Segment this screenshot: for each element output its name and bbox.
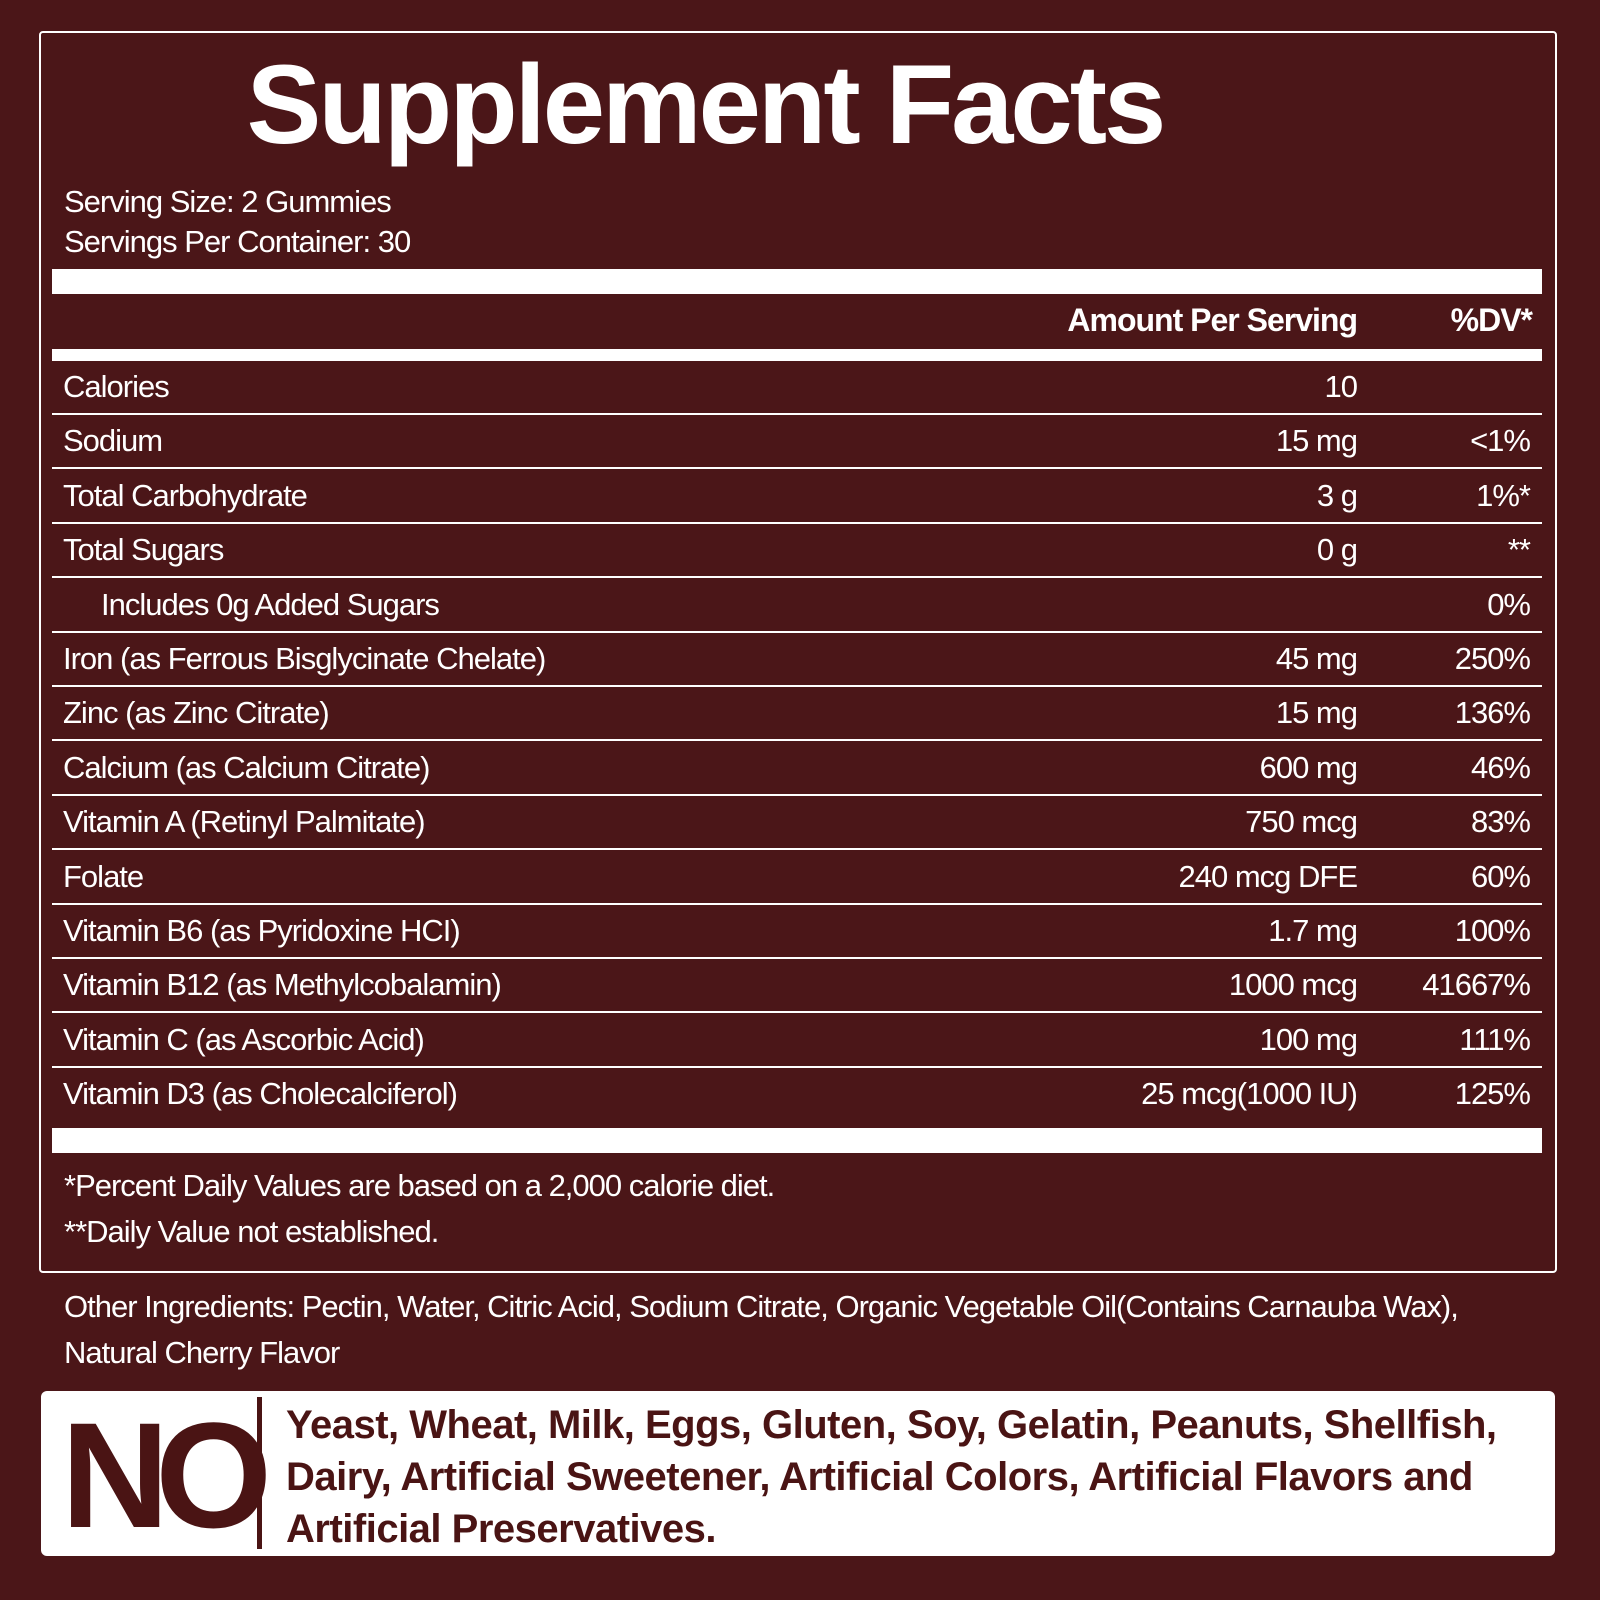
- facts-frame: [39, 31, 1557, 1273]
- nutrient-name: Iron (as Ferrous Bisglycinate Chelate): [63, 641, 546, 676]
- footnote: **Daily Value not established.: [64, 1214, 439, 1249]
- daily-value: 0%: [1487, 586, 1531, 622]
- no-label: NO: [61, 1391, 272, 1559]
- nutrient-row: Iron (as Ferrous Bisglycinate Chelate) 45…: [52, 633, 1542, 687]
- daily-value: 83%: [1470, 804, 1531, 840]
- amount: 100 mg: [1259, 1021, 1358, 1057]
- amount: 10: [1324, 369, 1358, 404]
- nutrient-row: Vitamin A (Retinyl Palmitate) 750 mcg 83%: [52, 796, 1542, 851]
- nutrient-row: Vitamin D3 (as Cholecalciferol) 25 mcg(10…: [52, 1068, 1542, 1122]
- other-ingredients: Other Ingredients: Pectin, Water, Citric…: [64, 1289, 1459, 1370]
- nutrient-name: Vitamin C (as Ascorbic Acid): [63, 1021, 425, 1057]
- amount: 0 g: [1316, 532, 1358, 568]
- daily-value: **: [1507, 532, 1531, 568]
- nutrient-name: Vitamin A (Retinyl Palmitate): [63, 804, 426, 840]
- divider-bar: [52, 1128, 1542, 1153]
- amount: 15 mg: [1275, 423, 1358, 459]
- nutrient-row: Vitamin B12 (as Methylcobalamin) 1000 mcg…: [52, 959, 1542, 1014]
- nutrient-name: Includes 0g Added Sugars: [101, 586, 440, 622]
- nutrient-name: Sodium: [63, 423, 163, 459]
- nutrient-name: Zinc (as Zinc Citrate): [63, 695, 330, 731]
- nutrient-row: Calcium (as Calcium Citrate) 600 mg 46%: [52, 742, 1542, 796]
- amount: 3 g: [1316, 477, 1358, 513]
- nutrient-row: Total Sugars 0 g **: [52, 524, 1542, 579]
- amount: 25 mcg(1000 IU): [1141, 1076, 1358, 1112]
- amount: 1000 mcg: [1228, 967, 1358, 1003]
- nutrient-row: Includes 0g Added Sugars 0%: [52, 579, 1542, 633]
- dv-header: %DV*: [1450, 302, 1533, 338]
- free-from-box: NO Yeast, Wheat, Milk, Eggs, Gluten, Soy…: [41, 1391, 1555, 1556]
- daily-value: 60%: [1470, 858, 1531, 894]
- nutrient-name: Vitamin B6 (as Pyridoxine HCI): [63, 913, 461, 948]
- nutrient-row: Vitamin C (as Ascorbic Acid) 100 mg 111%: [52, 1014, 1542, 1068]
- servings-per-container: Servings Per Container: 30: [64, 224, 411, 259]
- free-from-text: Yeast, Wheat, Milk, Eggs, Gluten, Soy, G…: [286, 1403, 1497, 1551]
- nutrient-name: Folate: [63, 858, 144, 894]
- nutrient-name: Total Carbohydrate: [63, 477, 308, 513]
- nutrient-name: Vitamin B12 (as Methylcobalamin): [63, 967, 502, 1003]
- amount: 1.7 mg: [1268, 913, 1358, 948]
- nutrient-row: Total Carbohydrate 3 g 1%*: [52, 470, 1542, 524]
- amount: 240 mcg DFE: [1178, 858, 1358, 894]
- daily-value: <1%: [1470, 423, 1531, 459]
- nutrient-name: Total Sugars: [63, 532, 224, 568]
- divider-bar: [52, 269, 1542, 294]
- amount: 750 mcg: [1245, 804, 1358, 840]
- nutrient-row: Calories 10: [52, 361, 1542, 415]
- daily-value: 111%: [1459, 1021, 1531, 1057]
- title: Supplement Facts: [246, 42, 1167, 167]
- nutrient-row: Vitamin B6 (as Pyridoxine HCI) 1.7 mg 100%: [52, 905, 1542, 959]
- footnote: *Percent Daily Values are based on a 2,0…: [64, 1168, 775, 1203]
- serving-size: Serving Size: 2 Gummies: [64, 184, 392, 219]
- nutrient-row: Zinc (as Zinc Citrate) 15 mg 136%: [52, 687, 1542, 742]
- daily-value: 136%: [1454, 695, 1531, 731]
- nutrient-name: Vitamin D3 (as Cholecalciferol): [63, 1076, 458, 1112]
- daily-value: 100%: [1454, 913, 1531, 948]
- nutrient-row: Folate 240 mcg DFE 60%: [52, 851, 1542, 905]
- amount: 45 mg: [1275, 641, 1358, 676]
- daily-value: 125%: [1454, 1076, 1531, 1112]
- amount-header: Amount Per Serving: [1067, 302, 1358, 338]
- daily-value: 250%: [1454, 641, 1531, 676]
- separator: [257, 1397, 262, 1549]
- divider-bar: [52, 349, 1542, 361]
- nutrient-row: Sodium 15 mg <1%: [52, 415, 1542, 470]
- amount: 15 mg: [1275, 695, 1358, 731]
- amount: 600 mg: [1259, 749, 1358, 785]
- daily-value: 46%: [1470, 749, 1531, 785]
- daily-value: 1%*: [1476, 477, 1531, 513]
- nutrient-name: Calories: [63, 369, 170, 404]
- daily-value: 41667%: [1422, 967, 1531, 1003]
- nutrient-name: Calcium (as Calcium Citrate): [63, 749, 430, 785]
